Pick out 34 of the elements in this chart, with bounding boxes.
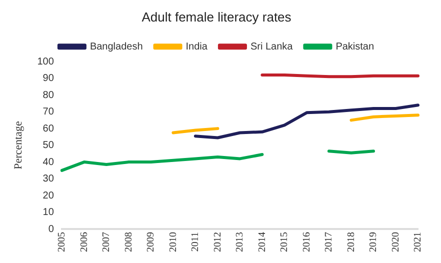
y-axis-title: Percentage (12, 121, 24, 170)
y-tick-label: 10 (42, 207, 54, 218)
x-tick-label: 2013 (234, 232, 246, 252)
x-tick-label: 2020 (390, 232, 402, 252)
x-tick-label: 2014 (256, 232, 268, 252)
x-tick-label: 2016 (301, 232, 312, 252)
x-tick-label: 2019 (368, 232, 380, 252)
y-tick-label: 20 (42, 190, 54, 202)
chart-title: Adult female literacy rates (142, 9, 292, 24)
y-tick-label: 90 (42, 73, 54, 84)
legend-label: Sri Lanka (250, 41, 294, 52)
y-tick-label: 80 (42, 90, 54, 101)
x-tick-label: 2011 (190, 232, 202, 252)
x-tick-label: 2008 (123, 232, 134, 252)
x-tick-label: 2017 (324, 232, 335, 252)
x-tick-label: 2009 (146, 232, 157, 252)
y-tick-label: 100 (37, 56, 54, 68)
legend-label: Pakistan (336, 41, 374, 52)
x-tick-label: 2007 (101, 232, 112, 252)
x-tick-label: 2021 (412, 232, 424, 252)
y-tick-label: 0 (48, 224, 54, 235)
x-tick-label: 2012 (212, 232, 224, 252)
y-tick-label: 60 (42, 123, 54, 134)
y-tick-label: 70 (42, 106, 54, 118)
legend-label: India (186, 41, 208, 52)
x-tick-label: 2015 (279, 232, 290, 252)
y-tick-label: 50 (42, 140, 54, 152)
legend-label: Bangladesh (90, 41, 143, 52)
y-tick-label: 30 (42, 174, 54, 185)
x-tick-label: 2005 (56, 232, 68, 252)
x-tick-label: 2018 (346, 232, 357, 252)
x-tick-label: 2006 (78, 232, 90, 252)
x-tick-label: 2010 (168, 232, 179, 252)
y-tick-label: 40 (42, 156, 54, 168)
